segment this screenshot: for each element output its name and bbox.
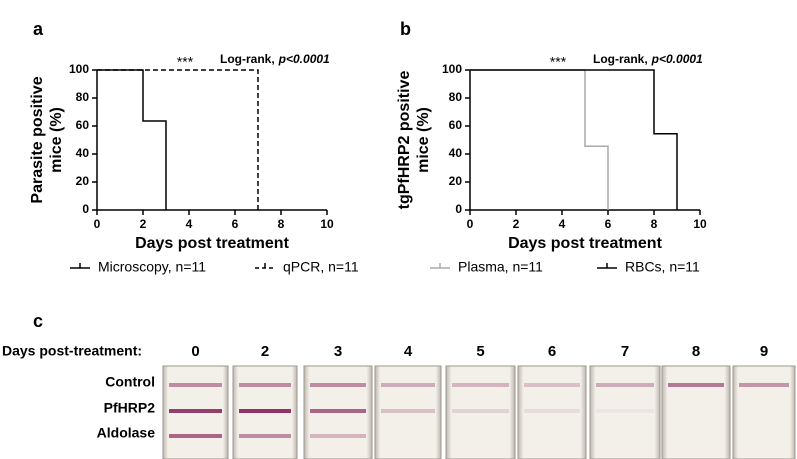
x-tick-label: 0 xyxy=(467,217,474,231)
y-tick-label: 0 xyxy=(82,202,89,216)
x-axis-label: Days post treatment xyxy=(135,235,289,252)
x-tick-label: 6 xyxy=(605,217,612,231)
strip-band xyxy=(452,383,509,387)
day-label: 5 xyxy=(476,343,484,360)
y-tick-label: 100 xyxy=(442,62,462,76)
annotation-stars: *** xyxy=(177,54,194,70)
legend-label: Plasma, n=11 xyxy=(458,259,543,275)
legend-label: qPCR, n=11 xyxy=(283,259,359,275)
test-strip xyxy=(517,365,587,459)
day-label: 2 xyxy=(261,343,269,360)
annotation-p: p<0.0001 xyxy=(651,52,703,66)
y-tick-label: 0 xyxy=(455,202,462,216)
y-tick-label: 40 xyxy=(76,146,90,160)
day-label: 0 xyxy=(191,343,199,360)
panel-label: c xyxy=(33,311,43,331)
x-tick-label: 10 xyxy=(320,217,334,231)
strip-band xyxy=(169,434,222,438)
y-tick-label: 80 xyxy=(76,90,90,104)
test-strip xyxy=(661,365,731,459)
strip-band xyxy=(381,383,435,387)
test-strip xyxy=(374,365,442,459)
test-strip xyxy=(589,365,661,459)
survival-line xyxy=(97,69,167,210)
y-tick-label: 80 xyxy=(449,90,463,104)
y-tick-label: 40 xyxy=(449,146,463,160)
annotation-test: Log-rank, xyxy=(220,52,275,66)
x-tick-label: 10 xyxy=(693,217,707,231)
strip-band xyxy=(452,409,509,413)
y-axis-label: Parasite positive xyxy=(29,76,46,203)
strip-band xyxy=(169,409,222,413)
strip-band xyxy=(239,383,291,387)
test-strip xyxy=(732,365,796,459)
y-axis-label: tgPfHRP2 positive xyxy=(396,71,413,210)
strip-band xyxy=(524,383,580,387)
y-tick-label: 20 xyxy=(449,174,463,188)
legend-label: RBCs, n=11 xyxy=(625,259,700,275)
x-tick-label: 4 xyxy=(186,217,193,231)
day-label: 9 xyxy=(760,343,768,360)
strip-band xyxy=(524,409,580,413)
panel-label: b xyxy=(400,19,411,39)
strip-band xyxy=(596,409,654,413)
x-tick-label: 4 xyxy=(559,217,566,231)
x-tick-label: 6 xyxy=(232,217,239,231)
y-tick-label: 20 xyxy=(76,174,90,188)
panel-label: a xyxy=(33,19,44,39)
strip-band xyxy=(239,434,291,438)
day-label: 7 xyxy=(621,343,629,360)
x-tick-label: 0 xyxy=(94,217,101,231)
strip-band xyxy=(668,383,724,387)
survival-line xyxy=(97,69,259,210)
annotation: Log-rank, p<0.0001 xyxy=(593,52,703,66)
x-tick-label: 8 xyxy=(651,217,658,231)
row-label: Control xyxy=(105,374,155,390)
x-tick-label: 2 xyxy=(513,217,520,231)
legend-label: Microscopy, n=11 xyxy=(98,259,206,275)
y-axis-label: mice (%) xyxy=(48,107,65,173)
x-axis-label: Days post treatment xyxy=(508,235,662,252)
strip-band xyxy=(739,383,789,387)
strip-band xyxy=(169,383,222,387)
y-tick-label: 60 xyxy=(449,118,463,132)
strip-band xyxy=(310,434,366,438)
annotation-stars: *** xyxy=(550,54,567,70)
strip-band xyxy=(310,409,366,413)
strip-band xyxy=(596,383,654,387)
y-tick-label: 60 xyxy=(76,118,90,132)
x-tick-label: 8 xyxy=(278,217,285,231)
days-label: Days post-treatment: xyxy=(2,343,142,359)
row-label: PfHRP2 xyxy=(104,400,156,416)
annotation-p: p<0.0001 xyxy=(278,52,330,66)
day-label: 8 xyxy=(692,343,700,360)
day-label: 3 xyxy=(334,343,342,360)
strip-band xyxy=(381,409,435,413)
y-tick-label: 100 xyxy=(69,62,89,76)
survival-line xyxy=(470,69,609,210)
row-label: Aldolase xyxy=(97,425,156,441)
test-strip xyxy=(445,365,516,459)
y-axis-label: mice (%) xyxy=(415,107,432,173)
strip-band xyxy=(239,409,291,413)
x-tick-label: 2 xyxy=(140,217,147,231)
day-label: 4 xyxy=(404,343,413,360)
strip-band xyxy=(310,383,366,387)
annotation-test: Log-rank, xyxy=(593,52,648,66)
day-label: 6 xyxy=(548,343,556,360)
annotation: Log-rank, p<0.0001 xyxy=(220,52,330,66)
survival-line xyxy=(470,69,678,210)
